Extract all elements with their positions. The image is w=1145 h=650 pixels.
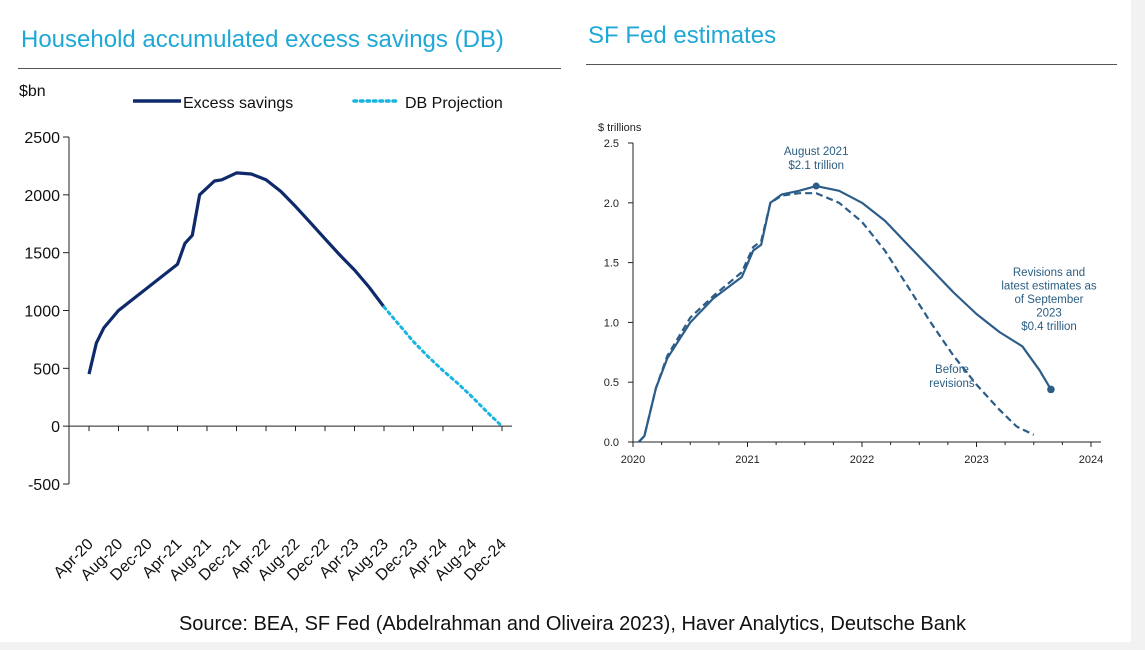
right-chart-title: SF Fed estimates bbox=[588, 22, 777, 49]
latest-marker-point bbox=[1047, 385, 1055, 394]
right-chart-svg: $ trillions 0.0 0.5 1.0 1.5 2.0 2.5 2020 2021 202… bbox=[598, 122, 1103, 466]
y-tick-label: 2.0 bbox=[604, 198, 619, 210]
left-chart-title: Household accumulated excess savings (DB… bbox=[21, 26, 504, 53]
peak-annotation-line: $2.1 trillion bbox=[788, 160, 844, 172]
y-tick-label: 1000 bbox=[24, 304, 60, 321]
chart-card: Household accumulated excess savings (DB… bbox=[0, 0, 1131, 642]
db-projection-line bbox=[382, 305, 504, 428]
source-note: Source: BEA, SF Fed (Abdelrahman and Oli… bbox=[178, 613, 967, 635]
latest-annotation-line: Revisions and bbox=[1013, 267, 1085, 279]
y-tick-label: 1.5 bbox=[604, 258, 619, 270]
revised-estimates-line bbox=[637, 185, 1052, 443]
before-revisions-annotation-line: Before bbox=[935, 364, 969, 376]
latest-annotation-line: 2023 bbox=[1036, 308, 1062, 320]
y-tick-label: 2500 bbox=[24, 130, 60, 147]
left-chart-svg: 25002000150010005000-500$bnApr-20Aug-20D… bbox=[19, 83, 512, 584]
peak-marker-point bbox=[812, 182, 820, 190]
y-tick-label: 1500 bbox=[24, 246, 60, 263]
legend-excess-label: Excess savings bbox=[183, 95, 293, 112]
latest-annotation-line: of September bbox=[1014, 294, 1083, 306]
y-tick-label: -500 bbox=[28, 477, 60, 494]
x-tick-label: 2020 bbox=[621, 454, 645, 466]
y-tick-label: 0.5 bbox=[604, 377, 619, 389]
y-tick-label: 0.0 bbox=[604, 437, 619, 449]
x-tick-label: 2021 bbox=[735, 454, 759, 466]
y-tick-label: 0 bbox=[51, 419, 60, 436]
before-revisions-annotation-line: revisions bbox=[929, 378, 975, 390]
right-title-rule bbox=[586, 64, 1117, 65]
x-tick-label: 2022 bbox=[850, 454, 874, 466]
latest-annotation-line: latest estimates as bbox=[1001, 281, 1096, 293]
latest-annotation-line: $0.4 trillion bbox=[1021, 321, 1077, 333]
before-revisions-line bbox=[637, 192, 1035, 443]
legend-projection-label: DB Projection bbox=[405, 95, 503, 112]
y-tick-label: 1.0 bbox=[604, 317, 619, 329]
y-axis-unit-label: $ trillions bbox=[598, 122, 642, 134]
x-tick-label: 2024 bbox=[1079, 454, 1103, 466]
y-tick-label: 2.5 bbox=[604, 138, 619, 150]
excess-savings-line bbox=[87, 171, 386, 375]
y-axis-unit-label: $bn bbox=[19, 83, 46, 100]
y-tick-label: 2000 bbox=[24, 188, 60, 205]
x-tick-label: 2023 bbox=[964, 454, 988, 466]
y-tick-label: 500 bbox=[33, 361, 60, 378]
left-title-rule bbox=[18, 68, 561, 69]
peak-annotation-line: August 2021 bbox=[784, 146, 849, 158]
